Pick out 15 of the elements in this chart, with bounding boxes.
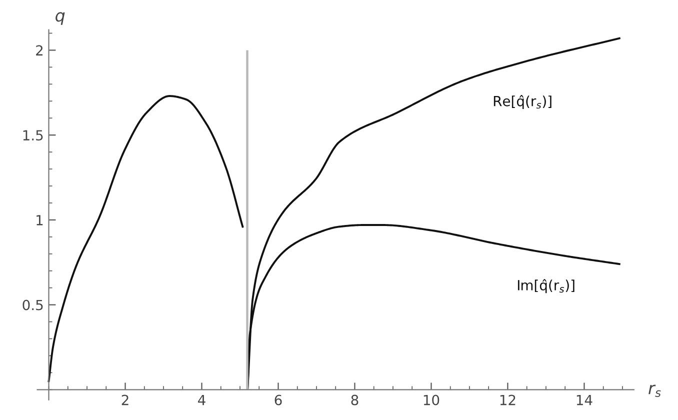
x-axis-title: r$_{s}$ bbox=[648, 384, 661, 397]
x-tick-label: 6 bbox=[274, 394, 282, 406]
x-tick-label: 8 bbox=[351, 394, 358, 406]
x-tick-label: 14 bbox=[576, 394, 592, 406]
series-label: Im[q̂(r$_{s}$)] bbox=[518, 279, 574, 294]
x-tick-label: 12 bbox=[500, 394, 516, 406]
x-tick-label: 10 bbox=[424, 394, 440, 406]
y-tick-label: 1.5 bbox=[23, 130, 43, 141]
y-axis-title: q bbox=[56, 12, 65, 25]
y-tick-label: 0.5 bbox=[22, 300, 43, 310]
y-tick-label: 1 bbox=[36, 215, 43, 226]
y-tick-label: 2 bbox=[36, 45, 43, 56]
series-label: Re[q̂(r$_{s}$)] bbox=[494, 95, 552, 110]
x-tick-label: 4 bbox=[198, 394, 206, 406]
x-tick-label: 2 bbox=[122, 394, 128, 406]
